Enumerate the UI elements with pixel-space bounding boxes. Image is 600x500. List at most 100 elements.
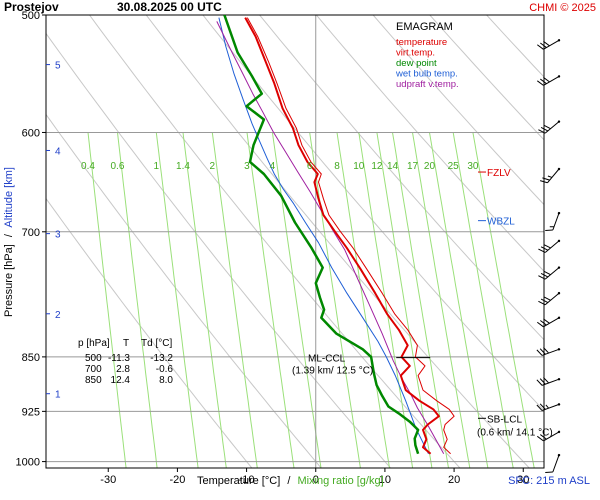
x-axis-label-temperature: Temperature [°C]: [197, 475, 280, 487]
wind-barb-flag: [538, 275, 546, 280]
wind-barb-flag: [543, 296, 551, 301]
wind-barb-flag: [540, 434, 547, 440]
table-cell: -0.6: [156, 364, 174, 375]
mixing-ratio-label: 8: [334, 161, 340, 172]
dry-adiabat: [46, 113, 322, 468]
wind-barb-flag: [537, 80, 544, 86]
wind-barb-flag: [543, 347, 550, 354]
wind-barb-flag: [536, 379, 543, 386]
plot-frame: [45, 14, 545, 469]
dry-adiabat: [372, 15, 544, 206]
wind-barb-flag: [539, 348, 546, 355]
wind-barb-flag: [540, 42, 547, 48]
x-tick-label: 20: [448, 474, 460, 486]
wind-barb-flag: [536, 349, 543, 356]
chart-title: EMAGRAM: [396, 21, 453, 33]
wind-barb: [539, 167, 561, 184]
mixing-ratio-label: 1.4: [176, 161, 190, 172]
legend-item: temperature: [396, 37, 447, 48]
altitude-tick-label: 5: [55, 61, 61, 72]
dry-adiabat: [316, 15, 544, 272]
mixing-ratio-labels: 0.4 0.6 1 1.4 2 3 4 6 8 10 12 14 17 20 25 30: [81, 161, 479, 172]
mixing-ratio-line: [309, 132, 361, 468]
wind-barb-flag: [540, 298, 549, 303]
mixing-ratio-label: 25: [448, 161, 460, 172]
ccl-detail: (1.39 km/ 12.5 °C): [292, 366, 373, 377]
wind-barb-flag: [543, 377, 550, 384]
wind-barbs: [536, 39, 561, 473]
y-axis-label-pressure: Pressure [hPa]: [3, 244, 15, 317]
wind-barb-flag: [543, 40, 550, 47]
altitude-tick-label: 1: [55, 390, 61, 401]
mixing-ratio-line: [472, 132, 535, 468]
dry-adiabat: [542, 15, 544, 17]
pressure-tick-label: 925: [22, 406, 40, 418]
dry-adiabat: [429, 15, 544, 141]
table-cell: 850: [85, 375, 102, 386]
wind-barb-flag: [545, 471, 553, 473]
table-header: Td [°C]: [141, 338, 172, 349]
wind-barb-flag: [543, 244, 551, 249]
wind-barb-staff: [543, 317, 560, 328]
datetime-title: 30.08.2025 00 UTC: [117, 0, 222, 14]
x-axis-label-separator: /: [287, 475, 291, 487]
dry-adiabat: [145, 15, 530, 468]
altitude-tick-label: 2: [55, 310, 61, 321]
table-cell: -13.2: [150, 353, 173, 364]
mixing-ratio-label: 30: [467, 161, 479, 172]
wind-barb: [536, 377, 561, 386]
x-tick-label: -30: [100, 474, 116, 486]
wind-barb-staff: [543, 75, 560, 86]
mixing-ratio-line: [412, 132, 471, 468]
gridlines: [46, 14, 544, 468]
legend-item: virt.temp.: [396, 48, 435, 59]
wind-barb-flag: [537, 44, 544, 50]
table-cell: 8.0: [159, 375, 173, 386]
series-temperature: [244, 17, 440, 455]
mixing-ratio-line: [376, 132, 433, 468]
table-header: T: [123, 338, 129, 349]
wind-barb-flag: [538, 248, 546, 253]
sfc-elevation: SFC: 215 m ASL: [508, 475, 590, 487]
table-cell: 500: [85, 353, 102, 364]
level-label: WBZL: [487, 217, 515, 228]
x-tick-label: 0: [313, 474, 319, 486]
y-axis-label-separator: /: [3, 233, 15, 237]
ccl-label: ML-CCL: [308, 354, 346, 365]
mixing-ratio-line: [358, 132, 414, 468]
altitude-axis-ticks: 1 2 3 4 5: [46, 61, 61, 401]
wind-barb: [538, 120, 561, 134]
wind-barb: [537, 316, 561, 328]
annotations: ML-CCL(1.39 km/ 12.5 °C) SB-LCL (0.6 km/ 1…: [292, 354, 553, 439]
wind-barb-flag: [537, 321, 544, 328]
summary-table: p [hPa] T Td [°C] 500 -11.3 -13.2 700 2.8 -0.6 85…: [78, 338, 173, 386]
wind-barb: [545, 453, 561, 473]
dry-adiabat: [46, 32, 391, 468]
mixing-ratio-line: [155, 132, 199, 468]
wind-barb-flag: [540, 273, 549, 278]
wind-barb: [537, 75, 561, 86]
mixing-ratio-line: [211, 132, 258, 468]
wind-barb-flag: [545, 229, 553, 231]
wind-barb-staff: [552, 212, 560, 231]
altitude-tick-label: 3: [55, 230, 61, 241]
series-wet-bulb-temp: [218, 17, 429, 455]
table-header: p [hPa]: [78, 338, 110, 349]
pressure-tick-label: 500: [22, 10, 40, 22]
wind-barb-flag: [536, 404, 543, 411]
mixing-ratio-label: 10: [353, 161, 365, 172]
wind-barb-flag: [539, 378, 546, 385]
x-axis-ticks: -30 -20 -10 0 10 20 30: [100, 468, 529, 486]
mixing-ratio-line: [429, 132, 489, 468]
table-cell: 12.4: [111, 375, 131, 386]
wind-barb-flag: [539, 180, 548, 184]
dry-adiabats: [46, 15, 544, 468]
table-cell: 700: [85, 364, 102, 375]
y-axis-label: Pressure [hPa] / Altitude [km]: [3, 167, 15, 317]
wind-barb: [536, 347, 561, 356]
wind-barb-staff: [543, 39, 560, 50]
wind-barb-flag: [540, 246, 549, 251]
series-udpraft-v-temp: [216, 21, 445, 455]
x-tick-label: 10: [379, 474, 391, 486]
wind-barb-staff: [541, 403, 560, 412]
